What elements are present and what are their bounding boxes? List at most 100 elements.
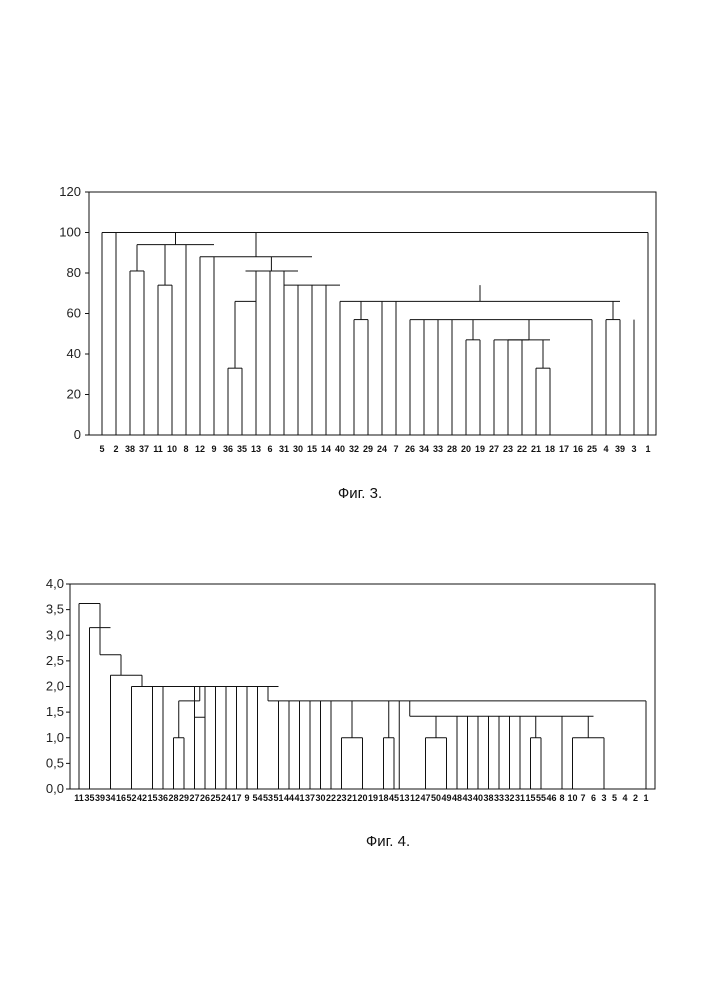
leaf-label: 23 [336,793,346,803]
leaf-label: 21 [347,793,357,803]
leaf-label: 12 [410,793,420,803]
leaf-label: 18 [545,444,555,454]
leaf-label: 20 [461,444,471,454]
leaf-label: 24 [377,444,387,454]
leaf-label: 31 [279,444,289,454]
y-tick-label: 80 [67,265,81,280]
leaf-label: 22 [517,444,527,454]
leaf-label: 40 [335,444,345,454]
y-tick-label: 120 [59,184,81,199]
leaf-label: 52 [126,793,136,803]
leaf-label: 34 [419,444,429,454]
leaf-label: 5 [612,793,617,803]
leaf-label: 39 [615,444,625,454]
leaf-label: 36 [223,444,233,454]
leaf-label: 21 [531,444,541,454]
y-tick-label: 20 [67,387,81,402]
y-tick-label: 3,0 [46,627,64,642]
leaf-label: 47 [420,793,430,803]
leaf-label: 8 [183,444,188,454]
leaf-label: 28 [168,793,178,803]
leaf-label: 26 [200,793,210,803]
leaf-label: 40 [473,793,483,803]
y-tick-label: 60 [67,306,81,321]
leaf-label: 9 [244,793,249,803]
leaf-label: 19 [475,444,485,454]
y-tick-label: 0,0 [46,781,64,796]
leaf-label: 6 [591,793,596,803]
leaf-label: 30 [315,793,325,803]
leaf-label: 30 [293,444,303,454]
leaf-label: 25 [210,793,220,803]
leaf-label: 11 [153,444,163,454]
leaf-label: 24 [221,793,231,803]
y-tick-label: 3,5 [46,602,64,617]
leaf-label: 32 [349,444,359,454]
y-tick-label: 40 [67,346,81,361]
leaf-label: 43 [462,793,472,803]
y-tick-label: 1,5 [46,704,64,719]
leaf-label: 22 [326,793,336,803]
y-tick-label: 0,5 [46,755,64,770]
leaf-label: 28 [447,444,457,454]
leaf-label: 31 [515,793,525,803]
leaf-label: 11 [74,793,84,803]
leaf-label: 34 [105,793,115,803]
leaf-label: 2 [113,444,118,454]
leaf-label: 55 [536,793,546,803]
leaf-label: 38 [483,793,493,803]
leaf-label: 37 [139,444,149,454]
leaf-label: 19 [368,793,378,803]
y-tick-label: 4,0 [46,576,64,591]
leaf-label: 8 [559,793,564,803]
leaf-label: 27 [489,444,499,454]
leaf-label: 32 [504,793,514,803]
leaf-label: 39 [95,793,105,803]
leaf-label: 27 [189,793,199,803]
leaf-label: 50 [431,793,441,803]
leaf-label: 20 [357,793,367,803]
leaf-label: 3 [631,444,636,454]
leaf-label: 15 [525,793,535,803]
figure-caption-4: Фиг. 4. [366,833,410,850]
leaf-label: 6 [267,444,272,454]
leaf-label: 4 [603,444,608,454]
leaf-label: 1 [645,444,650,454]
leaf-label: 12 [195,444,205,454]
leaf-label: 45 [389,793,399,803]
leaf-label: 13 [399,793,409,803]
leaf-label: 7 [393,444,398,454]
leaf-label: 41 [294,793,304,803]
leaf-label: 42 [137,793,147,803]
y-tick-label: 2,5 [46,653,64,668]
leaf-label: 15 [307,444,317,454]
leaf-label: 16 [573,444,583,454]
leaf-label: 4 [622,793,627,803]
leaf-label: 29 [179,793,189,803]
leaf-label: 35 [84,793,94,803]
leaf-label: 37 [305,793,315,803]
y-tick-label: 100 [59,225,81,240]
leaf-label: 29 [363,444,373,454]
leaf-label: 13 [251,444,261,454]
y-tick-label: 0 [74,427,81,442]
leaf-label: 36 [158,793,168,803]
leaf-label: 9 [211,444,216,454]
leaf-label: 26 [405,444,415,454]
leaf-label: 49 [441,793,451,803]
leaf-label: 17 [231,793,241,803]
leaf-label: 10 [167,444,177,454]
leaf-label: 10 [567,793,577,803]
leaf-label: 23 [503,444,513,454]
leaf-label: 1 [643,793,648,803]
leaf-label: 44 [284,793,294,803]
leaf-label: 15 [147,793,157,803]
leaf-label: 17 [559,444,569,454]
leaf-label: 53 [263,793,273,803]
plot-frame [89,192,656,435]
y-tick-label: 2,0 [46,679,64,694]
leaf-label: 38 [125,444,135,454]
leaf-label: 14 [321,444,331,454]
leaf-label: 51 [273,793,283,803]
